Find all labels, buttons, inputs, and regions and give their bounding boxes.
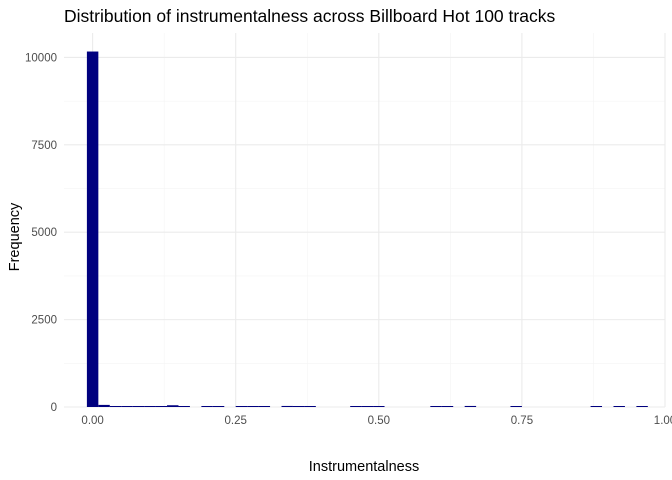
grid-lines: [64, 33, 666, 408]
histogram-bar: [590, 406, 603, 407]
histogram-bar: [304, 406, 316, 407]
y-tick-label: 5000: [31, 227, 57, 239]
histogram-bar: [636, 406, 648, 407]
histogram-bar: [144, 406, 156, 407]
x-tick-label: 0.75: [511, 415, 533, 427]
histogram-bar: [464, 405, 477, 407]
x-tick-label: 0.00: [81, 415, 103, 427]
y-tick-label: 0: [51, 402, 57, 414]
x-tick-label: 0.50: [368, 415, 390, 427]
histogram-bar: [109, 406, 122, 407]
histogram-bar: [167, 405, 179, 407]
histogram-bar: [441, 406, 454, 407]
x-axis-title: Instrumentalness: [309, 459, 419, 475]
y-tick-label: 7500: [31, 140, 57, 152]
histogram-bar: [98, 404, 110, 407]
histogram-bar: [212, 406, 225, 407]
y-axis-ticks: 0 2500 5000 7500 10000: [25, 52, 57, 414]
histogram-bar: [201, 406, 213, 407]
histogram-bar: [350, 406, 362, 407]
histogram-bar: [258, 406, 271, 407]
histogram-bar: [613, 406, 625, 407]
histogram-bar: [247, 406, 259, 407]
histogram-bar: [361, 406, 374, 407]
histogram-bar: [86, 51, 99, 407]
histogram-bar: [235, 406, 248, 407]
chart-title: Distribution of instrumentalness across …: [64, 6, 555, 26]
histogram-bar: [155, 406, 168, 407]
histogram-bar: [510, 406, 522, 407]
bars: [86, 51, 648, 407]
x-tick-label: 0.25: [225, 415, 247, 427]
x-axis-ticks: 0.00 0.25 0.50 0.75 1.00: [81, 415, 672, 427]
histogram-bar: [430, 406, 442, 407]
histogram-bar: [281, 405, 293, 407]
x-tick-label: 1.00: [654, 415, 672, 427]
histogram-bar: [178, 406, 190, 407]
histogram-bar: [292, 406, 305, 407]
histogram-bar: [132, 406, 145, 407]
y-tick-label: 10000: [25, 52, 57, 64]
y-axis-title: Frequency: [7, 202, 23, 271]
histogram-bar: [373, 406, 385, 407]
y-tick-label: 2500: [31, 315, 57, 327]
histogram-bar: [121, 406, 133, 407]
